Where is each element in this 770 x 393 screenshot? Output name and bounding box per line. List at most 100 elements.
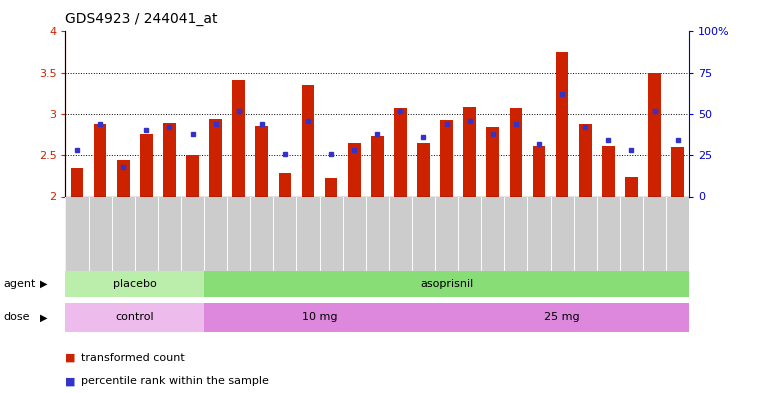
Bar bbox=[412, 196, 435, 293]
Bar bbox=[204, 303, 435, 332]
Bar bbox=[464, 107, 476, 196]
Bar bbox=[556, 52, 568, 196]
Bar bbox=[302, 85, 314, 196]
Bar bbox=[643, 196, 666, 293]
Bar bbox=[504, 196, 527, 293]
Bar bbox=[65, 196, 89, 293]
Bar bbox=[597, 196, 620, 293]
Bar bbox=[510, 108, 522, 196]
Text: agent: agent bbox=[4, 279, 36, 289]
Bar bbox=[487, 127, 499, 196]
Bar bbox=[481, 196, 504, 293]
Bar bbox=[250, 196, 273, 293]
Bar bbox=[204, 196, 227, 293]
Bar bbox=[435, 196, 458, 293]
Bar bbox=[279, 173, 291, 196]
Text: percentile rank within the sample: percentile rank within the sample bbox=[81, 376, 269, 386]
Bar bbox=[343, 196, 366, 293]
Bar bbox=[435, 303, 689, 332]
Bar bbox=[140, 134, 152, 196]
Bar bbox=[94, 124, 106, 196]
Bar bbox=[89, 196, 112, 293]
Bar bbox=[394, 108, 407, 196]
Bar bbox=[112, 196, 135, 293]
Text: ▶: ▶ bbox=[40, 312, 48, 322]
Text: GDS4923 / 244041_at: GDS4923 / 244041_at bbox=[65, 12, 218, 26]
Bar bbox=[625, 177, 638, 196]
Bar bbox=[181, 196, 204, 293]
Text: 10 mg: 10 mg bbox=[302, 312, 337, 322]
Bar bbox=[579, 124, 591, 196]
Bar bbox=[435, 196, 458, 293]
Bar bbox=[666, 196, 689, 293]
Bar bbox=[389, 196, 412, 293]
Bar bbox=[227, 196, 250, 293]
Bar bbox=[527, 196, 551, 293]
Bar bbox=[204, 271, 689, 297]
Bar bbox=[671, 147, 684, 196]
Bar bbox=[348, 143, 360, 196]
Bar bbox=[343, 196, 366, 293]
Bar bbox=[256, 125, 268, 196]
Bar bbox=[65, 271, 204, 297]
Bar bbox=[533, 146, 545, 196]
Bar bbox=[620, 196, 643, 293]
Bar bbox=[181, 196, 204, 293]
Bar bbox=[233, 80, 245, 196]
Text: ▶: ▶ bbox=[40, 279, 48, 289]
Text: ■: ■ bbox=[65, 353, 76, 363]
Bar bbox=[597, 196, 620, 293]
Bar bbox=[574, 196, 597, 293]
Bar bbox=[65, 196, 89, 293]
Bar bbox=[296, 196, 320, 293]
Bar bbox=[227, 196, 250, 293]
Bar bbox=[481, 196, 504, 293]
Bar bbox=[602, 146, 614, 196]
Bar bbox=[458, 196, 481, 293]
Bar bbox=[89, 196, 112, 293]
Bar bbox=[186, 155, 199, 196]
Text: dose: dose bbox=[4, 312, 30, 322]
Bar bbox=[65, 303, 204, 332]
Bar bbox=[158, 196, 181, 293]
Bar bbox=[325, 178, 337, 196]
Bar bbox=[320, 196, 343, 293]
Bar bbox=[551, 196, 574, 293]
Bar bbox=[250, 196, 273, 293]
Text: control: control bbox=[116, 312, 154, 322]
Bar bbox=[135, 196, 158, 293]
Bar bbox=[440, 120, 453, 196]
Bar bbox=[366, 196, 389, 293]
Bar bbox=[574, 196, 597, 293]
Bar bbox=[666, 196, 689, 293]
Bar bbox=[117, 160, 129, 196]
Bar bbox=[504, 196, 527, 293]
Text: asoprisnil: asoprisnil bbox=[420, 279, 474, 289]
Bar bbox=[371, 136, 383, 196]
Bar bbox=[648, 73, 661, 196]
Bar bbox=[320, 196, 343, 293]
Bar bbox=[135, 196, 158, 293]
Bar bbox=[71, 167, 83, 196]
Bar bbox=[273, 196, 296, 293]
Text: ■: ■ bbox=[65, 376, 76, 386]
Bar bbox=[458, 196, 481, 293]
Bar bbox=[417, 143, 430, 196]
Text: 25 mg: 25 mg bbox=[544, 312, 580, 322]
Bar bbox=[551, 196, 574, 293]
Bar bbox=[527, 196, 551, 293]
Text: placebo: placebo bbox=[113, 279, 156, 289]
Bar bbox=[620, 196, 643, 293]
Bar bbox=[204, 196, 227, 293]
Bar bbox=[209, 119, 222, 196]
Bar bbox=[412, 196, 435, 293]
Bar bbox=[643, 196, 666, 293]
Bar bbox=[389, 196, 412, 293]
Bar bbox=[158, 196, 181, 293]
Bar bbox=[296, 196, 320, 293]
Bar bbox=[112, 196, 135, 293]
Bar bbox=[366, 196, 389, 293]
Bar bbox=[273, 196, 296, 293]
Bar bbox=[163, 123, 176, 196]
Text: transformed count: transformed count bbox=[81, 353, 185, 363]
